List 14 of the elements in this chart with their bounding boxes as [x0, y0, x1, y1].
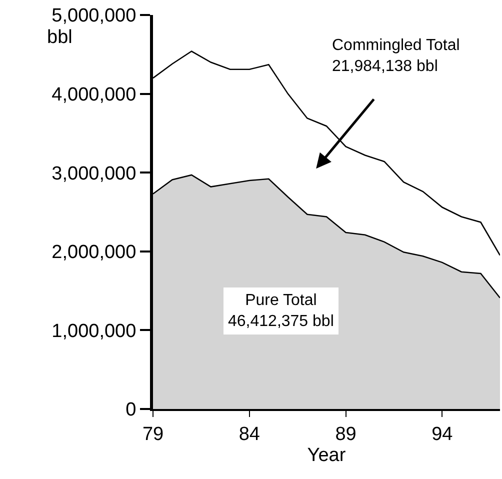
x-tick-label: 94 [432, 424, 454, 445]
x-axis-title: Year [307, 444, 346, 466]
y-tick-label: 2,000,000 [52, 242, 136, 264]
y-tick-label: 1,000,000 [52, 320, 136, 342]
x-tick-label: 84 [238, 424, 260, 445]
y-tick-label: 4,000,000 [52, 84, 136, 106]
x-tick-label: 89 [335, 424, 356, 445]
annotation: Commingled Total 21,984,138 bbl [332, 37, 460, 75]
y-tick-label: 0 [126, 400, 136, 421]
y-axis-title: bbl [47, 27, 72, 48]
y-tick-label: 3,000,000 [52, 163, 136, 184]
x-tick-label: 79 [142, 424, 164, 445]
annotation: Pure Total 46,412,375 bbl [228, 292, 334, 330]
y-tick-label: 5,000,000 [52, 6, 136, 27]
